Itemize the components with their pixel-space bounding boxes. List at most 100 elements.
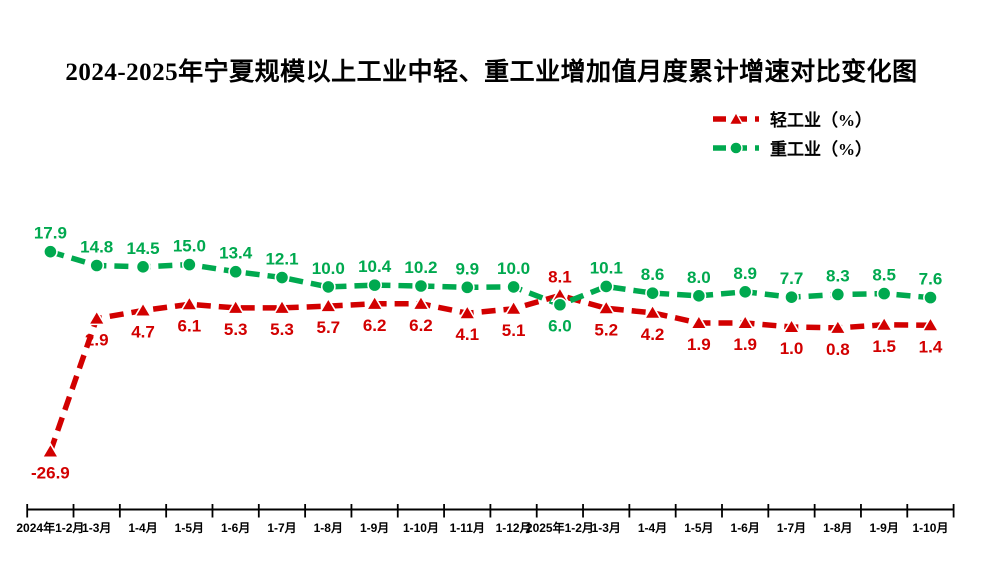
- data-point-marker-circle: [274, 270, 290, 285]
- data-point-marker-triangle: [504, 299, 523, 316]
- data-point-marker-circle: [923, 290, 938, 306]
- data-point-label: 10.2: [404, 258, 437, 277]
- x-axis-label: 1-7月: [267, 521, 296, 535]
- data-point-marker-circle: [830, 287, 846, 302]
- data-point-marker-triangle: [411, 294, 431, 311]
- data-point-marker-triangle: [921, 316, 940, 332]
- data-point-label: 1.9: [687, 335, 711, 354]
- data-point-marker-circle: [784, 289, 799, 305]
- legend-marker-circle: [729, 140, 743, 155]
- data-point-label: 4.7: [131, 323, 155, 342]
- data-point-label: 5.3: [224, 320, 248, 339]
- data-point-marker-triangle: [133, 301, 153, 318]
- legend-sample-graphic: [713, 110, 759, 125]
- x-axis-label: 1-3月: [592, 521, 621, 535]
- data-point-marker-triangle: [319, 296, 338, 313]
- light-industry-line-sample-icon: [712, 110, 760, 128]
- data-point-marker-circle: [598, 279, 614, 294]
- data-point-marker-circle: [413, 278, 429, 294]
- data-point-marker-circle: [181, 257, 197, 272]
- x-axis-label: 1-8月: [314, 521, 343, 535]
- data-point-label: 8.3: [826, 266, 850, 285]
- legend-marker-triangle: [727, 110, 745, 125]
- data-point-marker-triangle: [87, 309, 107, 326]
- x-axis-label: 1-8月: [823, 521, 852, 535]
- data-point-marker-triangle: [782, 317, 801, 334]
- data-point-marker-triangle: [180, 295, 199, 311]
- data-point-marker-triangle: [689, 313, 709, 330]
- x-axis-label: 1-9月: [360, 521, 389, 535]
- data-point-marker-circle: [737, 284, 753, 300]
- data-point-label: 10.0: [497, 259, 530, 278]
- x-axis-label: 1-6月: [221, 521, 250, 535]
- data-point-marker-circle: [506, 279, 521, 295]
- data-point-label: 10.4: [358, 257, 392, 276]
- data-point-label: 15.0: [173, 237, 206, 256]
- legend: 轻工业（%） 重工业（%）: [712, 106, 872, 160]
- data-point-label: 8.1: [548, 267, 572, 286]
- x-axis-label: 1-3月: [82, 521, 111, 535]
- data-point-marker-triangle: [272, 298, 292, 315]
- data-point-marker-circle: [645, 285, 660, 301]
- data-point-label: 10.0: [312, 259, 345, 278]
- data-point-label: 13.4: [219, 244, 253, 263]
- data-point-label: 6.0: [548, 317, 572, 336]
- x-axis-label: 1-4月: [638, 521, 667, 535]
- data-point-label: 7.6: [919, 270, 943, 289]
- x-axis-label: 2025年1-2月: [526, 520, 594, 535]
- data-point-label: 14.5: [126, 239, 159, 258]
- data-point-marker-triangle: [365, 294, 384, 311]
- data-point-label: 17.9: [34, 224, 67, 243]
- data-point-label: 4.1: [455, 325, 479, 344]
- chart-title: 2024-2025年宁夏规模以上工业中轻、重工业增加值月度累计增速对比变化图: [65, 59, 918, 86]
- data-point-label: 12.1: [265, 250, 298, 269]
- x-axis-label: 1-10月: [403, 521, 439, 535]
- data-point-label: -26.9: [31, 463, 70, 482]
- data-point-label: 10.1: [590, 258, 623, 277]
- data-point-label: 1.4: [919, 337, 943, 356]
- data-point-marker-circle: [459, 279, 475, 295]
- data-point-label: 7.7: [780, 269, 804, 288]
- series-line-1: [49, 249, 931, 308]
- legend-sample-graphic: [713, 140, 759, 155]
- data-point-label: 5.3: [270, 320, 294, 339]
- data-point-marker-triangle: [226, 298, 245, 315]
- data-point-label: 5.7: [316, 318, 340, 337]
- legend-item-heavy-industry: 重工业（%）: [712, 135, 872, 160]
- data-point-label: 5.1: [502, 321, 526, 340]
- data-point-label: 4.2: [641, 325, 665, 344]
- data-point-marker-circle: [135, 259, 151, 275]
- legend-item-light-industry: 轻工业（%）: [712, 106, 872, 131]
- x-axis-label: 1-7月: [777, 521, 806, 535]
- data-point-label: 6.2: [409, 316, 433, 335]
- x-axis-label: 1-6月: [731, 521, 760, 535]
- x-axis-label: 1-10月: [912, 521, 948, 535]
- legend-label-heavy-industry: 重工业（%）: [770, 140, 872, 159]
- data-point-label: 2.9: [85, 331, 109, 350]
- x-axis-label: 1-11月: [450, 521, 485, 535]
- data-point-marker-triangle: [596, 299, 616, 315]
- data-point-label: 14.8: [80, 237, 113, 256]
- data-point-marker-triangle: [457, 304, 477, 320]
- x-axis-label: 1-5月: [684, 521, 713, 535]
- x-axis-label: 1-5月: [175, 521, 204, 535]
- data-point-label: 0.8: [826, 340, 850, 359]
- data-point-marker-triangle: [643, 303, 662, 320]
- data-point-marker-triangle: [828, 318, 848, 335]
- data-point-label: 8.9: [733, 264, 757, 283]
- data-point-label: 8.5: [872, 266, 896, 285]
- data-point-label: 8.0: [687, 268, 711, 287]
- data-point-label: 5.2: [594, 320, 618, 339]
- data-point-label: 8.6: [641, 265, 665, 284]
- x-axis-label: 1-4月: [128, 521, 157, 535]
- x-axis-label: 1-9月: [869, 521, 898, 535]
- data-point-marker-circle: [43, 244, 58, 260]
- data-point-marker-circle: [552, 297, 568, 313]
- data-point-marker-triangle: [874, 315, 894, 332]
- data-point-label: 6.1: [178, 316, 202, 335]
- data-point-marker-circle: [691, 288, 707, 304]
- x-axis-label: 2024年1-2月: [16, 520, 84, 535]
- data-point-marker-circle: [89, 258, 105, 273]
- legend-label-light-industry: 轻工业（%）: [770, 111, 872, 130]
